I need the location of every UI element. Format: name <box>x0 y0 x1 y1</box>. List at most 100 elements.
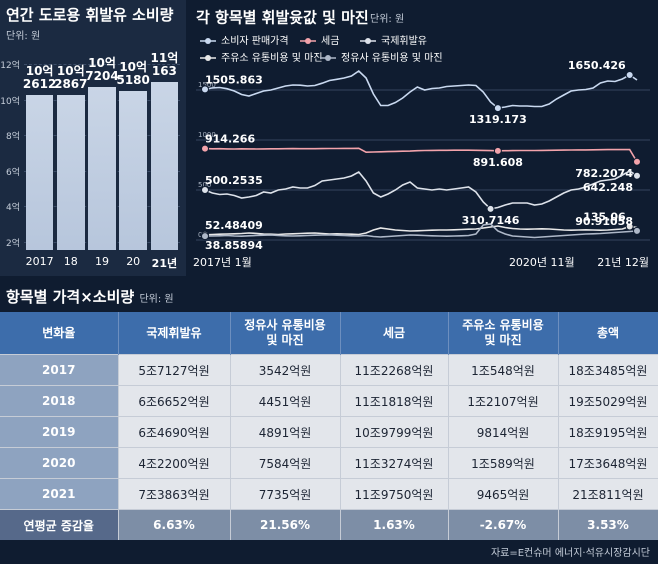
bar-panel: 연간 도로용 휘발유 소비량 단위: 원 2억 4억 6억 8억 10억 12억 10억 2… <box>0 0 186 276</box>
point-marker <box>625 70 634 79</box>
y-tick-label: 0 <box>198 231 202 239</box>
value-label: 914.266 <box>205 133 255 146</box>
table-cell: 19조5029억원 <box>558 385 658 417</box>
legend-label: 국제휘발유 <box>381 35 427 47</box>
bar <box>150 81 179 250</box>
value-label: 11억 163 <box>150 50 179 78</box>
bar <box>119 90 147 250</box>
table-cell: 11조2268억원 <box>340 354 449 386</box>
bar <box>88 86 116 250</box>
table-cell: 2020 <box>0 447 119 479</box>
table-cell: 6조6652억원 <box>118 385 231 417</box>
table-cell: 3542억원 <box>230 354 341 386</box>
legend-marker <box>205 55 211 61</box>
table-cell: 5조7127억원 <box>118 354 231 386</box>
table-row: 2019 6조4690억원 4891억원 10조9799억원 9814억원 18조9195… <box>0 416 658 448</box>
table-cell: 4451억원 <box>230 385 341 417</box>
table-cell: 2017 <box>0 354 119 386</box>
x-tick-label: 18 <box>63 255 78 268</box>
y-tick-label: 2억 <box>5 239 20 249</box>
legend-label: 주유소 유통비용 및 마진 <box>221 52 323 64</box>
header-row: 변화율 국제휘발유 정유사 유통비용 및 마진 세금 주유소 유통비용 및 마진 총액 <box>0 312 658 355</box>
x-tick-label: 20 <box>126 255 141 268</box>
table-cell: 1.63% <box>340 509 449 540</box>
table-cell: 17조3648억원 <box>558 447 658 479</box>
table-cell: 7조3863억원 <box>118 478 231 510</box>
point-marker <box>633 157 641 166</box>
header-cell: 국제휘발유 <box>118 312 231 355</box>
table-row: 2018 6조6652억원 4451억원 11조1818억원 1조2107억원 19조50… <box>0 385 658 417</box>
legend-label: 세금 <box>321 35 339 47</box>
header-cell: 세금 <box>340 312 449 355</box>
table-row: 2021 7조3863억원 7735억원 11조9750억원 9465억원 21조811억… <box>0 478 658 510</box>
bar <box>57 94 85 250</box>
point-marker <box>201 232 209 241</box>
x-tick-label: 2020년 11월 <box>509 256 575 269</box>
legend-marker <box>205 38 211 44</box>
table-cell: 11조1818억원 <box>340 385 449 417</box>
data-table: 변화율 국제휘발유 정유사 유통비용 및 마진 세금 주유소 유통비용 및 마진 총액 20… <box>0 312 658 540</box>
y-tick-label: 500 <box>198 181 211 189</box>
legend-label: 정유사 유통비용 및 마진 <box>341 52 443 64</box>
value-label: 10억 5180 <box>116 59 150 87</box>
point-marker <box>201 85 209 94</box>
value-label: 10억 7204 <box>85 55 119 83</box>
table-row: 2017 5조7127억원 3542억원 11조2268억원 1조548억원 18조348… <box>0 354 658 386</box>
y-tick-label: 1000 <box>198 131 216 139</box>
header-cell: 정유사 유통비용 및 마진 <box>230 312 341 355</box>
series-line <box>204 225 638 236</box>
header-cell: 총액 <box>558 312 658 355</box>
table-cell: 11조9750억원 <box>340 478 449 510</box>
point-marker <box>201 144 209 153</box>
value-label: 500.2535 <box>205 174 263 187</box>
value-label: 10억 2867 <box>54 63 88 91</box>
table-cell: 4891억원 <box>230 416 341 448</box>
value-label: 90.91058 <box>575 215 633 228</box>
legend-marker <box>325 55 331 61</box>
legend-marker <box>365 38 371 44</box>
table-cell: -2.67% <box>448 509 559 540</box>
x-tick-label: 2017 <box>25 255 54 268</box>
table-cell: 6.63% <box>118 509 231 540</box>
y-tick-label: 6억 <box>5 167 20 178</box>
chart-title: 연간 도로용 휘발유 소비량 <box>6 6 174 24</box>
table-title: 항목별 가격×소비량 단위: 원 <box>6 286 174 307</box>
x-tick-label: 19 <box>95 255 109 268</box>
legend-marker <box>305 38 311 44</box>
y-tick-label: 4억 <box>5 203 20 214</box>
series-line <box>204 170 638 210</box>
point-marker <box>493 146 502 155</box>
table-cell: 4조2200억원 <box>118 447 231 479</box>
table-title-text: 항목별 가격×소비량 <box>6 288 135 306</box>
value-label: 1650.426 <box>568 59 626 72</box>
table-cell: 18조9195억원 <box>558 416 658 448</box>
value-label: 642.248 <box>583 181 633 194</box>
table-cell: 연평균 증감율 <box>0 509 119 540</box>
value-label: 52.48409 <box>205 219 263 232</box>
table-header: 변화율 국제휘발유 정유사 유통비용 및 마진 세금 주유소 유통비용 및 마진 총액 <box>0 312 658 355</box>
table-cell: 7584억원 <box>230 447 341 479</box>
table-cell: 21조811억원 <box>558 478 658 510</box>
y-tick-label: 8억 <box>5 132 20 143</box>
y-tick-label: 12억 <box>0 61 20 72</box>
source: 자료=E컨슈머 에너지·석유시장감시단 <box>490 548 650 559</box>
header-cell: 주유소 유통비용 및 마진 <box>448 312 559 355</box>
legend-label: 소비자 판매가격 <box>221 34 289 47</box>
x-tick-label: 2017년 1월 <box>193 256 252 269</box>
table-body: 2017 5조7127억원 3542억원 11조2268억원 1조548억원 18조348… <box>0 354 658 540</box>
table-cell: 2018 <box>0 385 119 417</box>
table-cell: 2021 <box>0 478 119 510</box>
point-marker <box>486 204 495 213</box>
value-label: 891.608 <box>473 156 523 169</box>
grid-line <box>24 64 180 66</box>
point-marker <box>493 104 502 113</box>
table-cell: 2019 <box>0 416 119 448</box>
point-marker <box>201 185 209 194</box>
value-label: 1319.173 <box>469 113 527 126</box>
table-cell: 7735억원 <box>230 478 341 510</box>
point-marker <box>633 226 641 235</box>
series-line <box>204 223 638 239</box>
table-cell: 18조3485억원 <box>558 354 658 386</box>
value-label: 10억 2612 <box>22 64 57 92</box>
